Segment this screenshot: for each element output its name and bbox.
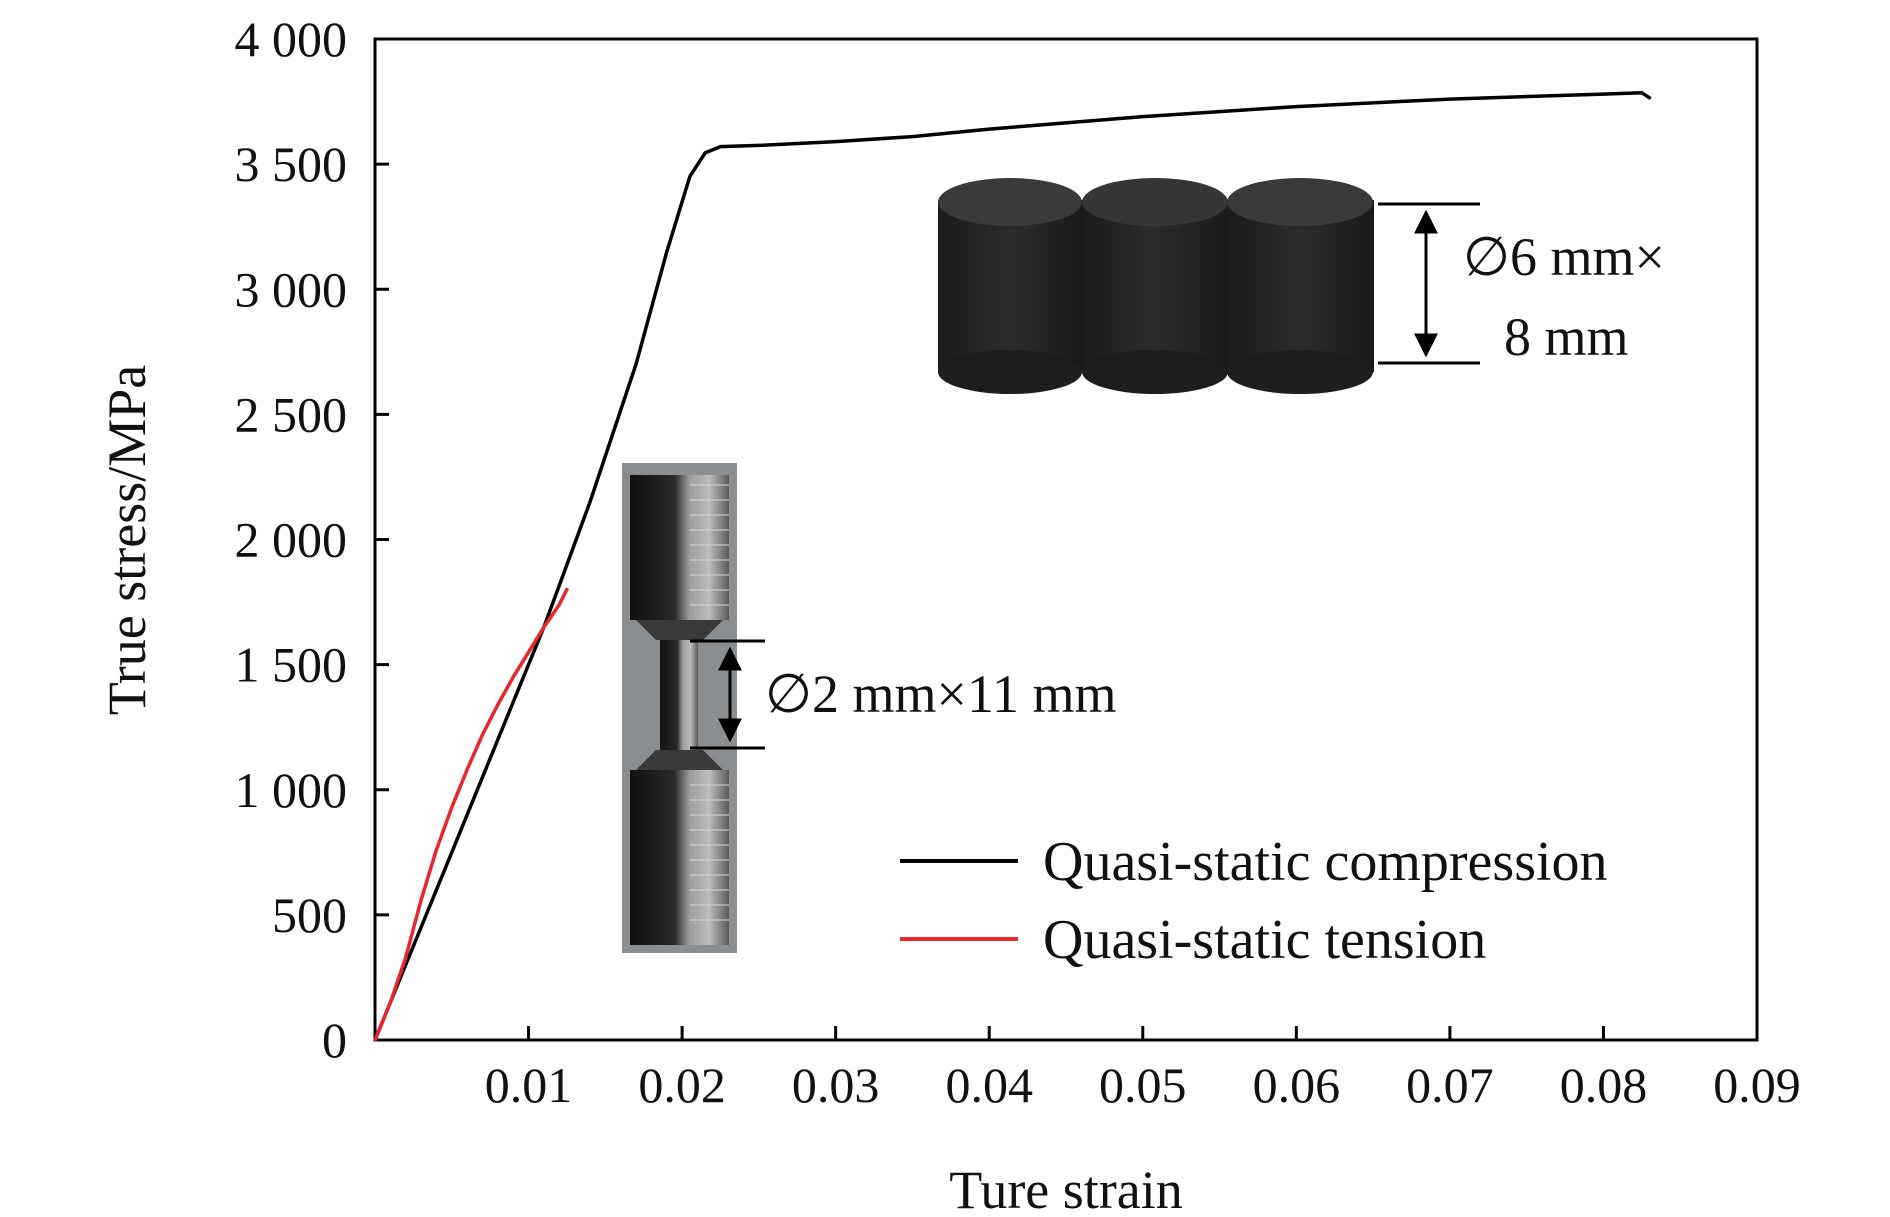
y-tick-label: 3 500 (235, 136, 348, 192)
x-tick-label: 0.05 (1099, 1057, 1187, 1113)
x-tick-label: 0.08 (1560, 1057, 1648, 1113)
tension-specimen-photo (622, 463, 737, 953)
compression-specimen-label-line2: 8 mm (1504, 307, 1629, 367)
series-line-tension (373, 587, 569, 1042)
y-tick-label: 3 000 (235, 261, 348, 317)
y-tick-label: 4 000 (235, 11, 348, 67)
legend-label-tension: Quasi-static tension (1043, 909, 1486, 971)
x-axis-ticks: 0.01 0.02 0.03 0.04 0.05 0.06 0.07 0.08 0.09 (485, 1026, 1801, 1113)
y-axis-ticks: 0 500 1 000 1 500 2 000 2 500 3 000 3 500 4 000 (235, 11, 389, 1068)
x-tick-label: 0.06 (1253, 1057, 1341, 1113)
series-line-compression (373, 91, 1652, 1042)
compression-dimension-marker (1378, 202, 1480, 365)
series-layer (373, 91, 1652, 1042)
tension-specimen-label: ∅2 mm×11 mm (765, 664, 1117, 724)
y-axis-title: True stress/MPa (97, 365, 157, 716)
x-tick-label: 0.07 (1406, 1057, 1494, 1113)
y-tick-label: 500 (272, 887, 347, 943)
y-tick-label: 2 500 (235, 386, 348, 442)
tension-dimension-marker (690, 639, 765, 750)
x-axis-title: Ture strain (949, 1160, 1183, 1217)
y-tick-label: 2 000 (235, 512, 348, 568)
legend-label-compression: Quasi-static compression (1043, 831, 1608, 893)
x-tick-label: 0.09 (1713, 1057, 1801, 1113)
x-tick-label: 0.04 (945, 1057, 1033, 1113)
x-tick-label: 0.03 (792, 1057, 880, 1113)
y-tick-label: 1 000 (235, 762, 348, 818)
x-tick-label: 0.02 (638, 1057, 726, 1113)
y-tick-label: 0 (322, 1012, 347, 1068)
legend: Quasi-static compression Quasi-static te… (900, 831, 1608, 971)
y-tick-label: 1 500 (235, 637, 348, 693)
compression-specimen-photo (938, 178, 1374, 394)
x-tick-label: 0.01 (485, 1057, 573, 1113)
compression-specimen-label-line1: ∅6 mm× (1463, 227, 1665, 287)
